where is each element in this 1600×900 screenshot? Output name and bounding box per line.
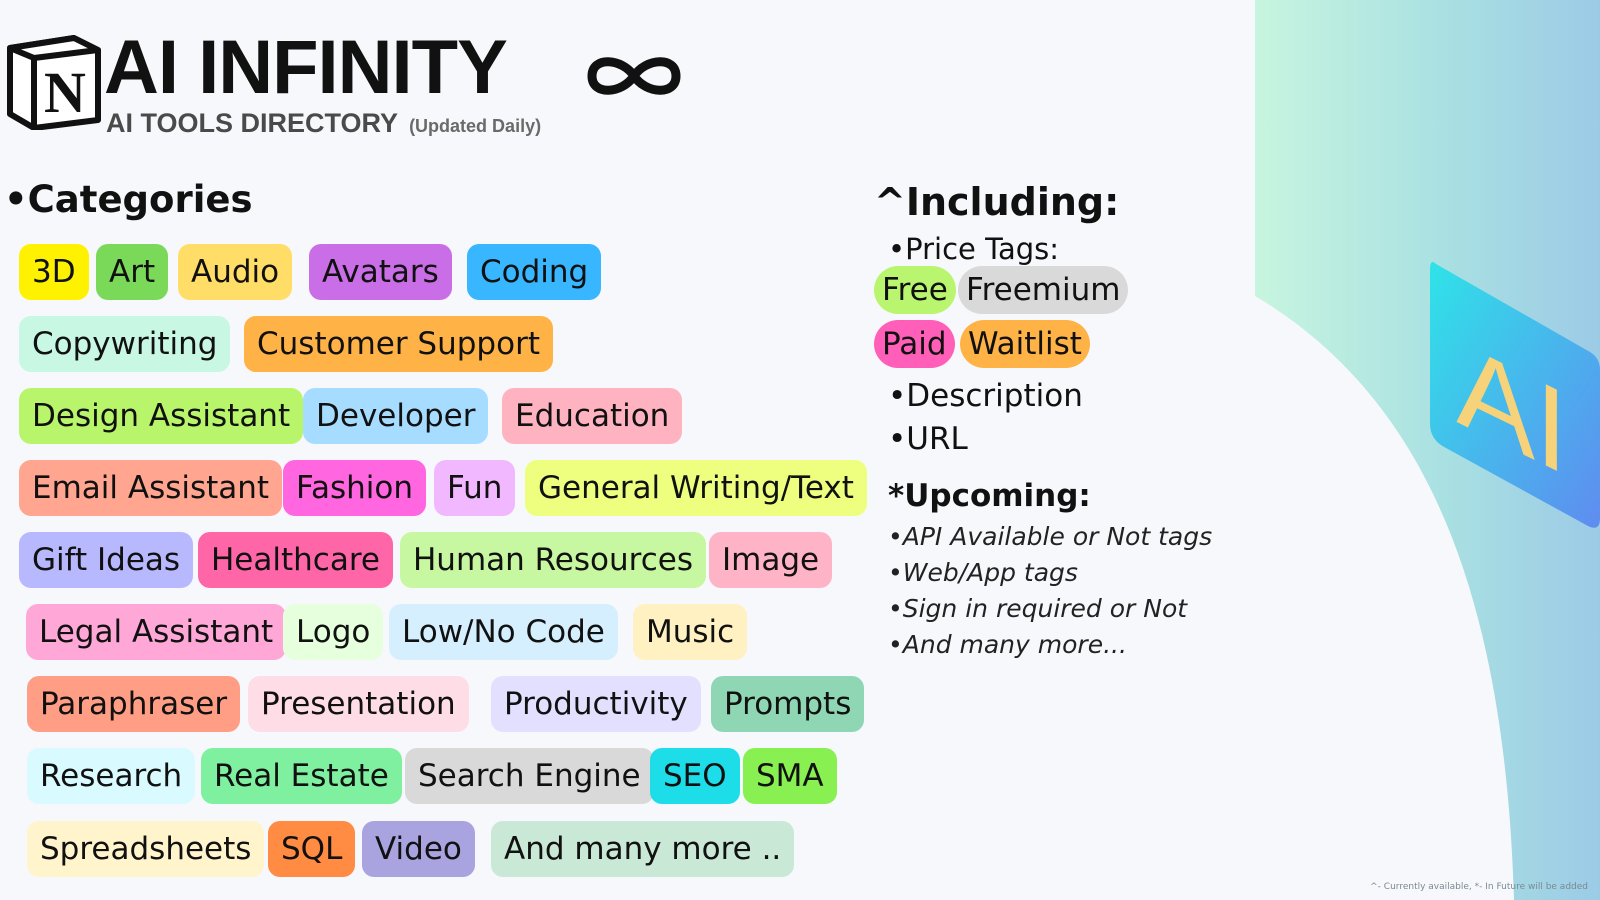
subtitle-note: (Updated Daily) [409, 116, 542, 136]
upcoming-item: •Sign in required or Not [888, 594, 1188, 623]
price-tags-label: •Price Tags: [888, 232, 1060, 266]
category-tag[interactable]: Low/No Code [389, 604, 618, 660]
including-heading: ^Including: [874, 180, 1120, 224]
category-tag[interactable]: Productivity [491, 676, 701, 732]
category-tag[interactable]: Audio [178, 244, 293, 300]
category-tag[interactable]: Presentation [248, 676, 469, 732]
url-item: •URL [888, 421, 968, 457]
category-tag[interactable]: Developer [303, 388, 489, 444]
category-tag[interactable]: Prompts [711, 676, 865, 732]
category-tag[interactable]: Coding [467, 244, 602, 300]
category-tag[interactable]: General Writing/Text [525, 460, 867, 516]
category-tag[interactable]: Education [502, 388, 683, 444]
ai-badge-icon: AI [1430, 262, 1600, 528]
category-tag[interactable]: Legal Assistant [26, 604, 287, 660]
category-tag[interactable]: Avatars [309, 244, 452, 300]
infinity-icon [587, 57, 681, 95]
category-tag[interactable]: SQL [268, 821, 356, 877]
page-subtitle: AI TOOLS DIRECTORY (Updated Daily) [106, 108, 541, 139]
category-tag[interactable]: SEO [650, 748, 740, 804]
category-tag[interactable]: Human Resources [400, 532, 706, 588]
category-tag[interactable]: Art [96, 244, 169, 300]
category-tag[interactable]: Music [633, 604, 748, 660]
category-tag[interactable]: Paraphraser [27, 676, 241, 732]
price-tag[interactable]: Free [874, 266, 956, 314]
price-tag[interactable]: Waitlist [960, 320, 1090, 368]
upcoming-heading: *Upcoming: [888, 478, 1091, 514]
category-tag[interactable]: And many more .. [491, 821, 795, 877]
category-tag[interactable]: Gift Ideas [19, 532, 194, 588]
price-tag[interactable]: Freemium [958, 266, 1129, 314]
category-tag[interactable]: Video [362, 821, 475, 877]
upcoming-item: •And many more... [888, 630, 1127, 659]
category-tag[interactable]: Customer Support [244, 316, 553, 372]
category-tag[interactable]: SMA [743, 748, 837, 804]
category-tag[interactable]: Search Engine [405, 748, 654, 804]
notion-logo-icon: N [7, 35, 101, 130]
categories-heading: •Categories [4, 178, 253, 221]
description-item: •Description [888, 378, 1083, 414]
logo-letter: N [44, 60, 86, 125]
category-tag[interactable]: Research [27, 748, 196, 804]
page-title: AI INFINITY [104, 25, 508, 110]
category-tag[interactable]: Logo [283, 604, 384, 660]
category-tag[interactable]: Spreadsheets [27, 821, 265, 877]
upcoming-item: •API Available or Not tags [888, 522, 1213, 551]
category-tag[interactable]: Healthcare [198, 532, 393, 588]
category-tag[interactable]: Fun [434, 460, 516, 516]
category-tag[interactable]: Real Estate [201, 748, 402, 804]
category-tag[interactable]: Design Assistant [19, 388, 304, 444]
category-tag[interactable]: Image [709, 532, 833, 588]
price-tag[interactable]: Paid [874, 320, 955, 368]
subtitle-text: AI TOOLS DIRECTORY [106, 108, 398, 138]
category-tag[interactable]: Email Assistant [19, 460, 283, 516]
category-tag[interactable]: Copywriting [19, 316, 231, 372]
upcoming-item: •Web/App tags [888, 558, 1078, 587]
category-tag[interactable]: Fashion [283, 460, 427, 516]
category-tag[interactable]: 3D [19, 244, 89, 300]
footnote: ^- Currently available, *- In Future wil… [1370, 882, 1588, 892]
